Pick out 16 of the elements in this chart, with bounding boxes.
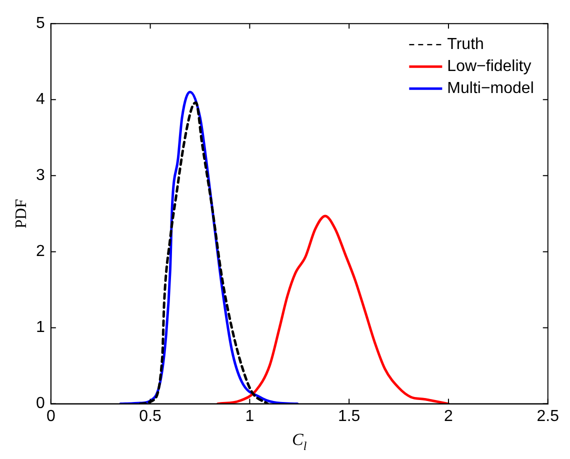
- y-tick-label: 1: [36, 319, 45, 336]
- y-axis-title: PDF: [13, 198, 30, 228]
- y-tick-label: 2: [36, 243, 45, 260]
- legend-label: Multi−model: [447, 80, 534, 98]
- y-tick-label: 4: [36, 91, 45, 108]
- x-tick-label: 0.5: [139, 408, 162, 425]
- y-tick-label: 0: [36, 395, 45, 412]
- y-tick-label: 5: [36, 15, 45, 32]
- x-tick-label: 2: [444, 408, 454, 425]
- x-tick-label: 2.5: [536, 408, 560, 425]
- legend-label: Truth: [447, 36, 484, 54]
- y-tick-label: 3: [36, 167, 45, 184]
- x-tick-label: 1.5: [338, 408, 360, 425]
- x-tick-label: 1: [245, 408, 254, 425]
- legend-label: Low−fidelity: [447, 58, 532, 76]
- line-series: [216, 214, 450, 404]
